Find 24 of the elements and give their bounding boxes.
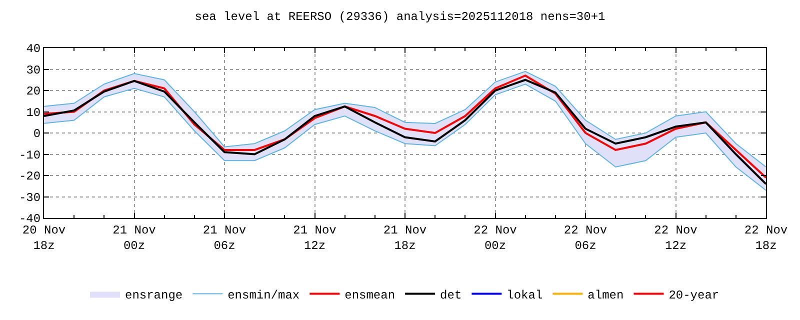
legend-label: ensmin/max (228, 288, 300, 302)
y-tick-label: -20 (18, 170, 41, 184)
y-tick-label: 20 (26, 84, 41, 99)
legend-label: 20-year (668, 288, 720, 302)
legend-label: almen (588, 288, 624, 302)
x-tick-label: 22 Nov 18z (744, 223, 788, 253)
y-tick-label: 40 (26, 42, 41, 56)
x-tick-label: 21 Nov 18z (383, 223, 427, 253)
y-tick-label: 30 (26, 63, 41, 78)
legend-label: det (440, 288, 462, 302)
x-tick-label: 22 Nov 12z (654, 223, 698, 253)
x-tick-label: 21 Nov 00z (112, 223, 156, 253)
legend-label: ensrange (125, 288, 183, 302)
y-tick-label: 10 (26, 106, 41, 120)
x-tick-label: 22 Nov 06z (564, 223, 608, 253)
y-tick-label: -30 (18, 190, 41, 205)
chart-title: sea level at REERSO (29336) analysis=2025112018 nens=30+1 (194, 10, 606, 24)
y-tick-label: -10 (18, 148, 41, 162)
x-tick-label: 21 Nov 06z (202, 223, 246, 253)
y-tick-label: 0 (33, 127, 41, 142)
legend-label: ensmean (344, 288, 396, 302)
legend-label: lokal (506, 288, 543, 302)
x-tick-label: 22 Nov 00z (474, 223, 517, 253)
x-tick-label: 21 Nov 12z (293, 223, 336, 253)
